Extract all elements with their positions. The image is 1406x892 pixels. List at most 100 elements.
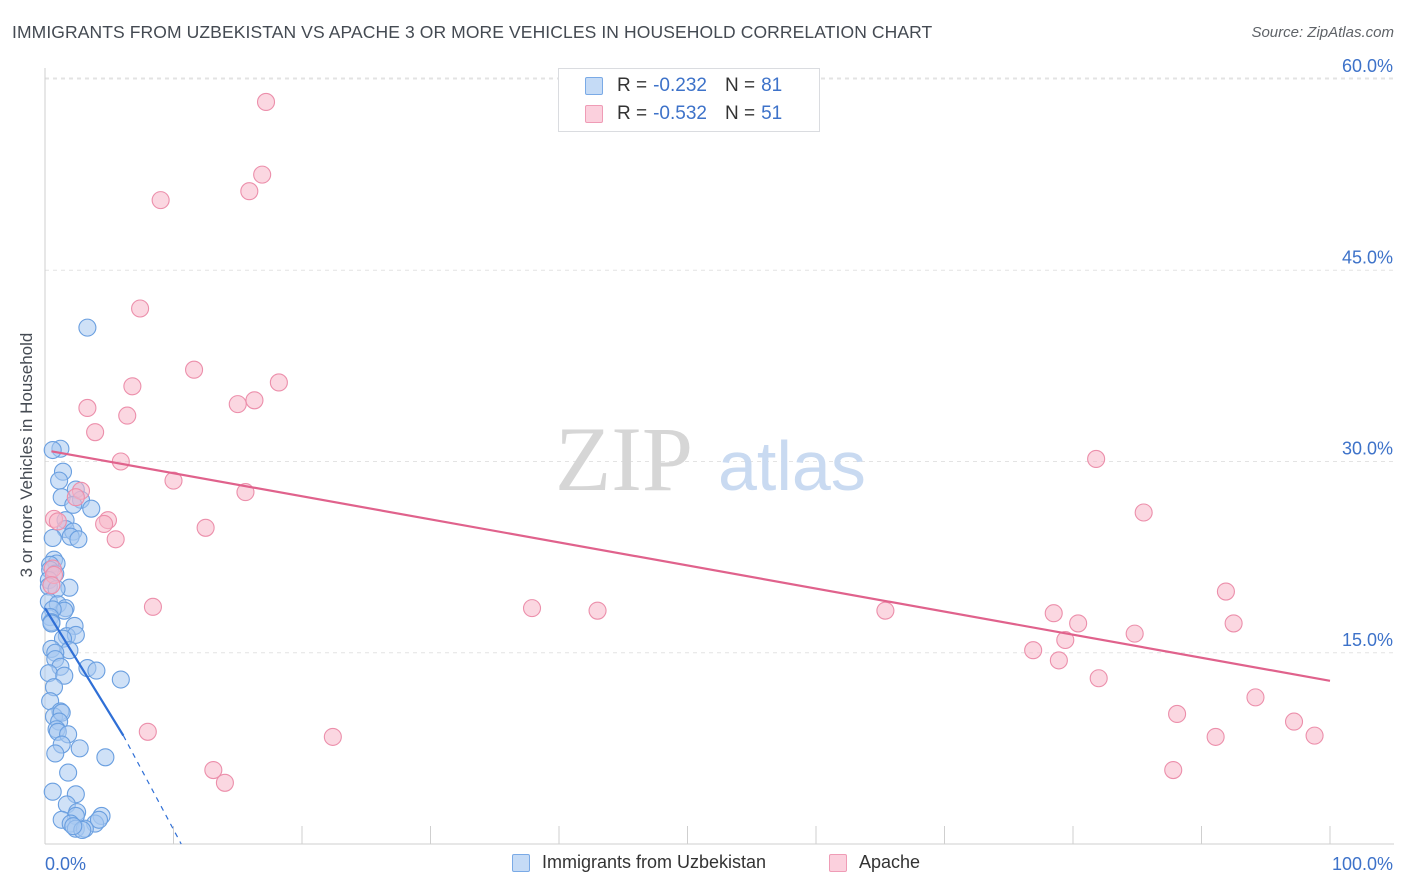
apache-point xyxy=(228,395,247,414)
y-tick-label: 45.0% xyxy=(1342,247,1393,267)
uzbekistan-point xyxy=(43,782,62,801)
legend-n-value: 51 xyxy=(761,103,783,124)
apache-point xyxy=(196,518,215,537)
uzbekistan-point xyxy=(89,810,109,829)
apache-point xyxy=(1284,712,1304,731)
apache-point xyxy=(253,165,272,184)
chart-title: IMMIGRANTS FROM UZBEKISTAN VS APACHE 3 O… xyxy=(12,22,933,42)
apache-point xyxy=(42,576,61,595)
apache-point xyxy=(86,423,105,442)
apache-point xyxy=(1049,651,1068,670)
uzbekistan-point xyxy=(96,748,115,767)
legend-swatch-uzbekistan xyxy=(585,77,603,95)
apache-point xyxy=(1134,503,1153,522)
apache-trend-line xyxy=(51,450,1331,682)
apache-point xyxy=(111,452,130,471)
uzbekistan-point xyxy=(43,528,62,548)
tick-label-layer: 15.0% 30.0% 45.0% 60.0% 0.0% 100.0% xyxy=(45,56,1393,874)
uzbekistan-point xyxy=(50,471,69,490)
uzbekistan-point xyxy=(59,763,78,782)
apache-point xyxy=(1024,641,1043,660)
legend-r-value: -0.532 xyxy=(653,103,707,124)
points-layer xyxy=(39,92,1324,840)
apache-point xyxy=(1087,449,1106,469)
apache-point xyxy=(876,601,895,620)
apache-point xyxy=(1056,630,1075,650)
apache-point xyxy=(1216,582,1235,601)
series-legend-swatch-uzbekistan xyxy=(512,853,530,872)
apache-point xyxy=(1069,614,1088,633)
watermark-zip: ZIP xyxy=(555,408,693,510)
series-legend-uzbekistan[interactable]: Immigrants from Uzbekistan xyxy=(512,852,766,873)
legend-row-uzbekistan: R = -0.232 N = 81 xyxy=(585,74,782,98)
legend-swatch-apache xyxy=(585,105,603,123)
series-legend: Immigrants from Uzbekistan Apache xyxy=(0,852,1406,878)
legend-n-label: N = xyxy=(724,103,756,124)
apache-point xyxy=(138,722,157,741)
apache-point xyxy=(245,391,264,410)
uzbekistan-point xyxy=(69,530,88,549)
legend-r-value: -0.232 xyxy=(653,75,707,96)
apache-point xyxy=(256,92,276,111)
apache-point xyxy=(1125,624,1144,643)
legend-n-label: N = xyxy=(724,75,756,96)
apache-point xyxy=(204,760,223,780)
axis-layer xyxy=(44,68,1394,845)
uzbekistan-point xyxy=(111,670,130,689)
legend-n-value: 81 xyxy=(761,75,783,96)
apache-point xyxy=(185,360,204,379)
uzbekistan-point xyxy=(78,318,97,337)
apache-point xyxy=(106,530,125,549)
trend-layer xyxy=(44,450,1331,845)
apache-point xyxy=(143,597,162,616)
uzbekistan-point xyxy=(82,499,101,518)
y-tick-label: 30.0% xyxy=(1342,439,1393,459)
y-tick-label: 60.0% xyxy=(1342,56,1393,76)
uzbekistan-point xyxy=(87,661,106,680)
series-legend-label: Immigrants from Uzbekistan xyxy=(542,852,767,872)
apache-point xyxy=(131,299,150,318)
uzbekistan-point xyxy=(55,666,74,685)
watermark-atlas: atlas xyxy=(718,427,866,505)
apache-point xyxy=(66,488,85,507)
grid-layer xyxy=(45,77,1394,654)
apache-point xyxy=(48,512,67,531)
correlation-legend: R = -0.232 N = 81 R = -0.532 N = 51 xyxy=(558,68,820,132)
source-label: Source: ZipAtlas.com xyxy=(1251,24,1394,41)
apache-point xyxy=(95,514,114,534)
uzbekistan-trend-extension xyxy=(122,735,182,845)
apache-point xyxy=(151,191,170,210)
uzbekistan-point xyxy=(42,614,61,633)
apache-point xyxy=(1089,669,1108,688)
uzbekistan-trend-line xyxy=(44,607,125,737)
uzbekistan-point xyxy=(46,744,65,763)
legend-r-label: R = xyxy=(617,103,648,124)
apache-point xyxy=(522,599,542,618)
uzbekistan-point xyxy=(43,440,62,460)
apache-point xyxy=(323,727,342,746)
apache-point xyxy=(1206,727,1225,746)
apache-point xyxy=(269,373,288,392)
series-legend-swatch-apache xyxy=(829,853,847,872)
uzbekistan-point xyxy=(64,817,83,836)
watermark: ZIP atlas xyxy=(555,408,866,510)
y-tick-label: 15.0% xyxy=(1342,630,1393,650)
apache-point xyxy=(1246,688,1265,707)
apache-point xyxy=(78,398,97,418)
x-tick-label: 0.0% xyxy=(45,854,86,874)
apache-point xyxy=(240,182,259,201)
series-legend-apache[interactable]: Apache xyxy=(829,852,920,873)
apache-point xyxy=(1164,760,1183,780)
apache-point xyxy=(588,601,607,620)
apache-point xyxy=(1224,614,1243,633)
uzbekistan-point xyxy=(70,739,89,758)
apache-point xyxy=(123,377,142,396)
legend-r-label: R = xyxy=(617,75,648,96)
apache-point xyxy=(1305,726,1324,745)
legend-row-apache: R = -0.532 N = 51 xyxy=(585,102,782,126)
apache-point xyxy=(1044,604,1063,623)
apache-point xyxy=(118,406,137,425)
apache-point xyxy=(1168,704,1187,724)
apache-point xyxy=(215,773,234,792)
